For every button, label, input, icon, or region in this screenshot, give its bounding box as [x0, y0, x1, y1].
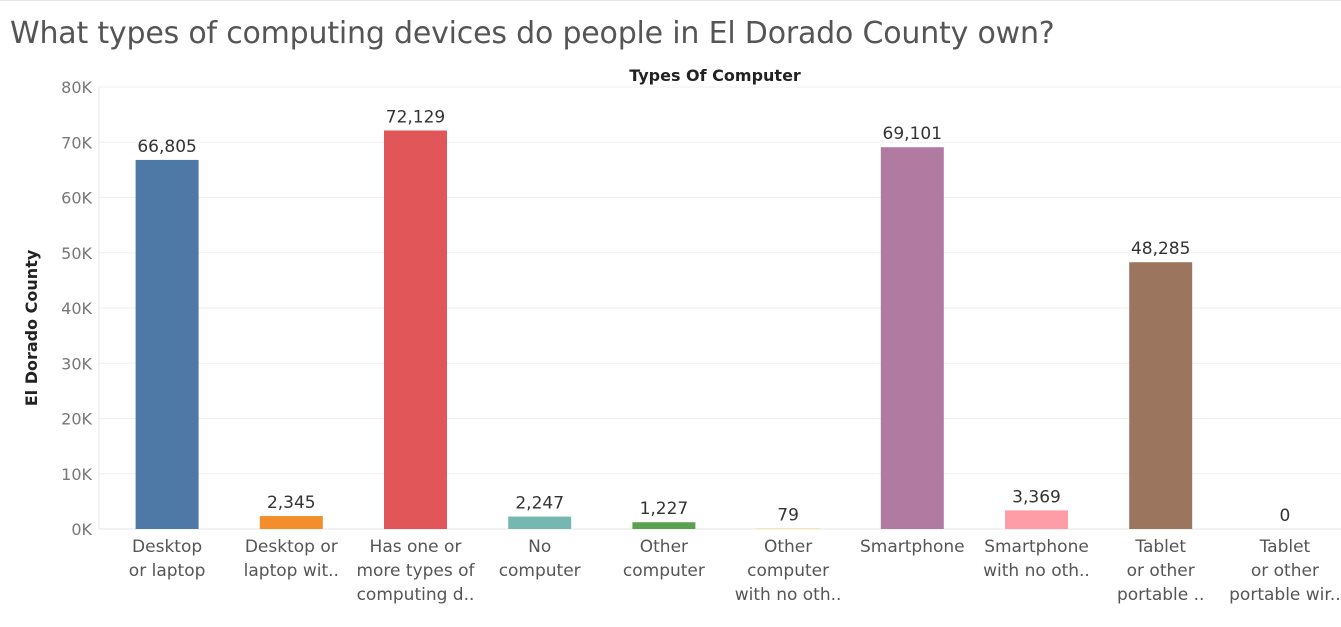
- data-label: 48,285: [1131, 239, 1190, 259]
- bar: [508, 516, 572, 529]
- y-tick-label: 50K: [61, 244, 92, 263]
- chart-title: Types Of Computer: [629, 66, 801, 85]
- y-tick-label: 30K: [61, 354, 92, 373]
- y-tick-label: 80K: [61, 78, 92, 97]
- x-tick-label: Smartphone: [860, 537, 965, 557]
- bar: [1005, 510, 1068, 529]
- x-tick-label: Other: [640, 537, 688, 557]
- y-axis-title: El Dorado County: [22, 249, 41, 406]
- x-tick-label: Smartphone: [984, 537, 1089, 557]
- x-tick-label: or other: [1127, 561, 1195, 581]
- x-tick-label: Desktop or: [245, 537, 338, 557]
- bar: [384, 130, 447, 529]
- x-tick-label: portable wir..: [1229, 585, 1341, 605]
- bar: [632, 522, 696, 529]
- x-tick-label: laptop wit..: [244, 561, 339, 581]
- data-label: 66,805: [137, 137, 196, 157]
- page-title: What types of computing devices do peopl…: [10, 16, 1055, 51]
- bar: [259, 516, 323, 529]
- bar: [1129, 262, 1193, 529]
- x-tick-label: Tablet: [1259, 537, 1311, 557]
- x-tick-label: computer: [623, 561, 705, 581]
- x-tick-label: or laptop: [129, 561, 206, 581]
- data-label: 2,345: [267, 493, 316, 513]
- x-tick-label: Desktop: [132, 537, 202, 557]
- bar: [135, 159, 199, 529]
- data-label: 0: [1279, 506, 1290, 526]
- bar: [880, 147, 944, 529]
- data-label: 3,369: [1012, 487, 1061, 507]
- data-label: 69,101: [883, 124, 942, 144]
- x-tick-label: more types of: [356, 561, 475, 581]
- x-tick-label: Has one or: [370, 537, 462, 557]
- x-tick-label: portable ..: [1117, 585, 1204, 605]
- data-label: 72,129: [386, 107, 445, 127]
- data-label: 2,247: [515, 494, 564, 514]
- top-divider: [0, 0, 1341, 1]
- y-tick-label: 40K: [61, 299, 92, 318]
- y-tick-label: 10K: [61, 465, 92, 484]
- y-tick-label: 70K: [61, 133, 92, 152]
- x-tick-label: Tablet: [1134, 537, 1186, 557]
- data-label: 79: [777, 506, 799, 526]
- x-tick-label: Other: [764, 537, 812, 557]
- x-tick-label: with no oth..: [735, 585, 842, 605]
- x-tick-label: or other: [1251, 561, 1319, 581]
- x-tick-label: computing d..: [357, 585, 475, 605]
- y-tick-label: 20K: [61, 410, 92, 429]
- x-tick-label: computer: [747, 561, 829, 581]
- data-label: 1,227: [640, 499, 689, 519]
- x-tick-label: computer: [499, 561, 581, 581]
- y-tick-label: 60K: [61, 189, 92, 208]
- x-tick-label: with no oth..: [983, 561, 1090, 581]
- x-tick-label: No: [528, 537, 551, 557]
- y-tick-label: 0K: [71, 520, 92, 539]
